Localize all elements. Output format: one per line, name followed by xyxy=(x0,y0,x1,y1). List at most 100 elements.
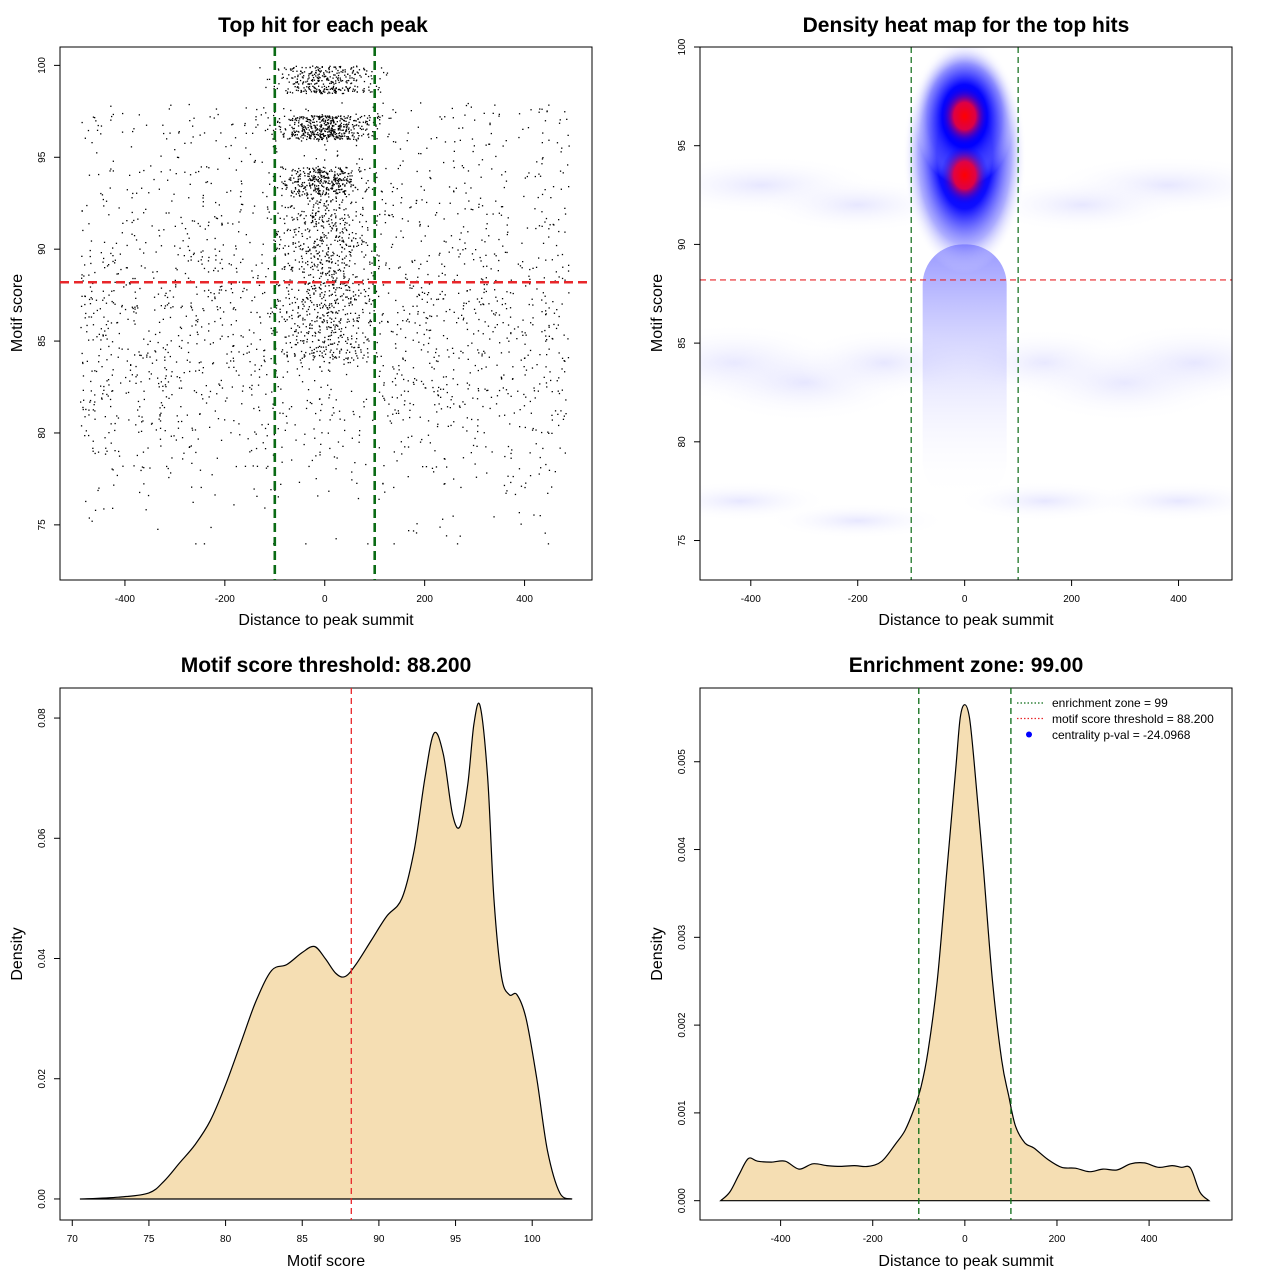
data-point xyxy=(184,228,187,230)
data-point xyxy=(315,202,317,204)
data-point xyxy=(324,130,327,133)
data-point xyxy=(341,262,343,264)
data-point xyxy=(231,124,233,126)
data-point xyxy=(343,273,345,275)
data-point xyxy=(232,123,234,125)
data-point xyxy=(298,374,301,377)
data-point xyxy=(342,172,344,175)
data-point xyxy=(336,78,339,80)
data-point xyxy=(347,128,350,131)
data-point xyxy=(337,312,339,314)
data-point xyxy=(163,229,165,231)
data-point xyxy=(307,283,309,285)
data-point xyxy=(307,83,309,85)
data-point xyxy=(238,281,241,283)
data-point xyxy=(350,302,352,304)
data-point xyxy=(160,412,162,414)
data-point xyxy=(201,326,203,328)
data-point xyxy=(288,138,291,140)
data-point xyxy=(360,128,363,131)
data-point xyxy=(200,251,202,253)
data-point xyxy=(466,417,468,419)
data-point xyxy=(289,91,291,93)
data-point xyxy=(352,291,355,293)
density-background xyxy=(982,176,1183,233)
data-point xyxy=(308,289,311,291)
data-point xyxy=(223,311,225,313)
data-point xyxy=(299,314,301,317)
data-point xyxy=(301,249,303,251)
data-point xyxy=(337,115,339,117)
data-point xyxy=(498,415,501,417)
data-point xyxy=(441,118,443,120)
data-point xyxy=(303,125,305,127)
data-point xyxy=(351,72,354,74)
data-point xyxy=(402,236,404,239)
data-point xyxy=(387,136,389,138)
data-point xyxy=(355,211,357,213)
data-point xyxy=(311,115,313,117)
data-point xyxy=(332,351,335,354)
x-axis-ticks: -400 -200 0 200 400 xyxy=(771,1220,1158,1245)
data-point xyxy=(353,346,356,349)
data-point xyxy=(332,279,334,282)
data-point xyxy=(351,437,353,439)
data-point xyxy=(358,135,360,137)
data-point xyxy=(478,203,480,205)
data-point xyxy=(345,244,348,246)
data-point xyxy=(221,335,223,337)
data-point xyxy=(348,87,350,90)
data-point xyxy=(495,255,497,257)
y-axis-title: Density xyxy=(9,927,26,980)
data-point xyxy=(351,135,353,137)
y-tick-label: 0.02 xyxy=(37,1069,48,1089)
data-point xyxy=(217,270,219,272)
data-point xyxy=(335,68,337,70)
data-point xyxy=(321,268,323,270)
data-point xyxy=(340,330,342,333)
data-point xyxy=(553,312,556,314)
data-point xyxy=(550,379,552,382)
data-point xyxy=(517,390,519,392)
data-point xyxy=(353,246,355,248)
data-point xyxy=(502,322,504,324)
data-point xyxy=(335,301,337,303)
data-point xyxy=(167,467,169,470)
data-point xyxy=(277,68,280,70)
data-point xyxy=(354,186,357,189)
data-point xyxy=(324,336,326,339)
data-point xyxy=(415,199,418,202)
data-point xyxy=(349,118,351,121)
data-point xyxy=(366,348,369,350)
data-point xyxy=(252,276,254,279)
data-point xyxy=(418,341,420,343)
data-point xyxy=(337,269,339,271)
data-point xyxy=(359,127,361,129)
data-point xyxy=(309,236,311,238)
data-point xyxy=(392,413,394,415)
data-point xyxy=(214,494,216,496)
data-point xyxy=(332,343,334,345)
data-point xyxy=(313,180,316,183)
data-point xyxy=(159,420,162,422)
data-point xyxy=(177,421,180,423)
data-point xyxy=(556,380,558,382)
data-point xyxy=(208,330,210,332)
data-point xyxy=(295,439,297,441)
data-point xyxy=(319,70,321,72)
data-point xyxy=(379,370,381,372)
data-point xyxy=(501,206,504,208)
data-point xyxy=(101,398,103,400)
data-point xyxy=(372,131,374,133)
data-point xyxy=(139,491,141,494)
data-point xyxy=(125,376,127,379)
data-point xyxy=(359,221,361,223)
data-point xyxy=(436,212,438,214)
data-point xyxy=(273,88,275,90)
data-point xyxy=(269,183,271,185)
data-point xyxy=(286,311,288,313)
data-point xyxy=(279,126,282,128)
data-point xyxy=(112,247,114,249)
data-point xyxy=(162,385,164,387)
data-point xyxy=(397,167,399,170)
